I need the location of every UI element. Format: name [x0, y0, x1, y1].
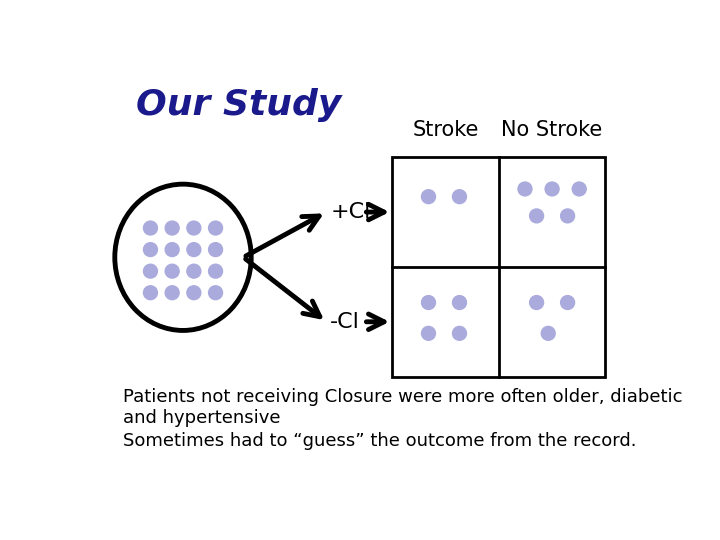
Circle shape — [187, 286, 201, 300]
Circle shape — [572, 182, 586, 196]
Circle shape — [452, 295, 467, 309]
Text: No Stroke: No Stroke — [501, 120, 603, 140]
Circle shape — [187, 264, 201, 278]
Circle shape — [530, 209, 544, 223]
Circle shape — [209, 264, 222, 278]
Circle shape — [143, 242, 158, 256]
Circle shape — [187, 242, 201, 256]
Circle shape — [187, 221, 201, 235]
Text: Our Study: Our Study — [137, 88, 342, 122]
Circle shape — [165, 286, 179, 300]
Circle shape — [452, 326, 467, 340]
Circle shape — [143, 264, 158, 278]
Circle shape — [530, 295, 544, 309]
Circle shape — [421, 190, 436, 204]
Circle shape — [143, 221, 158, 235]
Circle shape — [421, 326, 436, 340]
Text: Sometimes had to “guess” the outcome from the record.: Sometimes had to “guess” the outcome fro… — [122, 432, 636, 450]
Circle shape — [561, 295, 575, 309]
Circle shape — [452, 190, 467, 204]
Circle shape — [165, 264, 179, 278]
Circle shape — [209, 242, 222, 256]
Text: Patients not receiving Closure were more often older, diabetic: Patients not receiving Closure were more… — [122, 388, 682, 406]
Circle shape — [561, 209, 575, 223]
Text: +Cl: +Cl — [330, 202, 371, 222]
Circle shape — [518, 182, 532, 196]
Text: -Cl: -Cl — [330, 312, 360, 332]
Circle shape — [209, 286, 222, 300]
Text: and hypertensive: and hypertensive — [122, 409, 280, 427]
Circle shape — [165, 221, 179, 235]
Text: Stroke: Stroke — [413, 120, 479, 140]
Circle shape — [143, 286, 158, 300]
Circle shape — [165, 242, 179, 256]
Circle shape — [421, 295, 436, 309]
Circle shape — [209, 221, 222, 235]
Circle shape — [541, 326, 555, 340]
Circle shape — [545, 182, 559, 196]
